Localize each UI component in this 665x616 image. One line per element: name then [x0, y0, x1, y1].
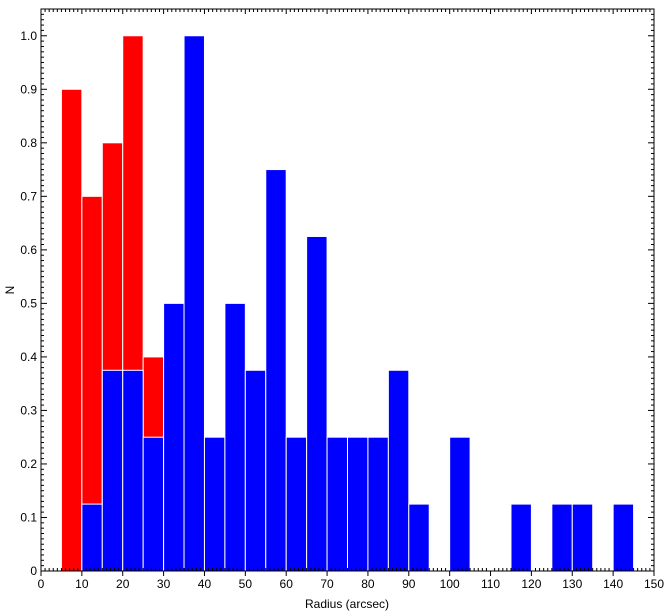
x-tick-label-130: 130 [562, 577, 582, 591]
y-tick-label-2: 0.2 [20, 457, 37, 471]
blue-bar-85 [387, 369, 410, 572]
x-tick-label-80: 80 [361, 577, 375, 591]
blue-bar-15 [101, 369, 124, 572]
blue-bar-100 [449, 436, 471, 572]
x-tick-label-70: 70 [320, 577, 334, 591]
x-tick-label-150: 150 [644, 577, 664, 591]
x-tick-label-140: 140 [603, 577, 623, 591]
blue-bar-125 [551, 503, 573, 572]
blue-bar-20 [122, 369, 144, 572]
blue-bar-60 [285, 436, 308, 572]
y-tick-label-0: 0 [30, 564, 37, 578]
x-tick-label-120: 120 [521, 577, 541, 591]
y-tick-label-3: 0.3 [20, 403, 37, 417]
blue-bar-140 [612, 503, 635, 572]
bars-layer [60, 35, 635, 572]
y-tick-label-9: 0.9 [20, 82, 37, 96]
blue-bar-115 [510, 503, 532, 572]
x-tick-label-30: 30 [157, 577, 171, 591]
blue-bar-70 [326, 436, 349, 572]
blue-bar-35 [183, 35, 205, 572]
blue-bar-75 [347, 436, 369, 572]
blue-bar-90 [408, 503, 430, 572]
x-tick-label-40: 40 [198, 577, 212, 591]
y-tick-label-1: 0.1 [20, 510, 37, 524]
y-tick-label-6: 0.6 [20, 243, 37, 257]
x-tick-label-60: 60 [280, 577, 294, 591]
blue-bar-65 [306, 235, 328, 572]
x-tick-label-20: 20 [116, 577, 130, 591]
blue-bar-130 [571, 503, 594, 572]
x-tick-label-0: 0 [38, 577, 45, 591]
y-tick-label-4: 0.4 [20, 350, 37, 364]
y-tick-label-7: 0.7 [20, 189, 37, 203]
x-tick-label-110: 110 [481, 577, 500, 591]
y-tick-label-10: 1.0 [20, 29, 37, 43]
y-tick-label-5: 0.5 [20, 296, 37, 310]
x-tick-label-90: 90 [402, 577, 416, 591]
x-tick-label-100: 100 [440, 577, 460, 591]
blue-bar-10 [81, 503, 103, 572]
blue-bar-40 [203, 436, 226, 572]
blue-bar-80 [367, 436, 389, 572]
axes-layer: 0 10 20 30 40 50 60 70 80 90 100 110 120 130 140 150 0 0.… [20, 8, 664, 591]
x-axis-label: Radius (arcsec) [305, 597, 389, 611]
x-tick-label-50: 50 [239, 577, 253, 591]
x-tick-label-10: 10 [75, 577, 89, 591]
y-axis-label: N [3, 286, 17, 295]
y-tick-label-8: 0.8 [20, 136, 37, 150]
blue-bar-45 [224, 302, 246, 572]
blue-bar-25 [142, 436, 165, 572]
red-bar-5 [60, 88, 83, 572]
blue-bar-30 [163, 302, 185, 572]
blue-bar-55 [265, 169, 287, 572]
blue-bar-50 [244, 369, 267, 572]
